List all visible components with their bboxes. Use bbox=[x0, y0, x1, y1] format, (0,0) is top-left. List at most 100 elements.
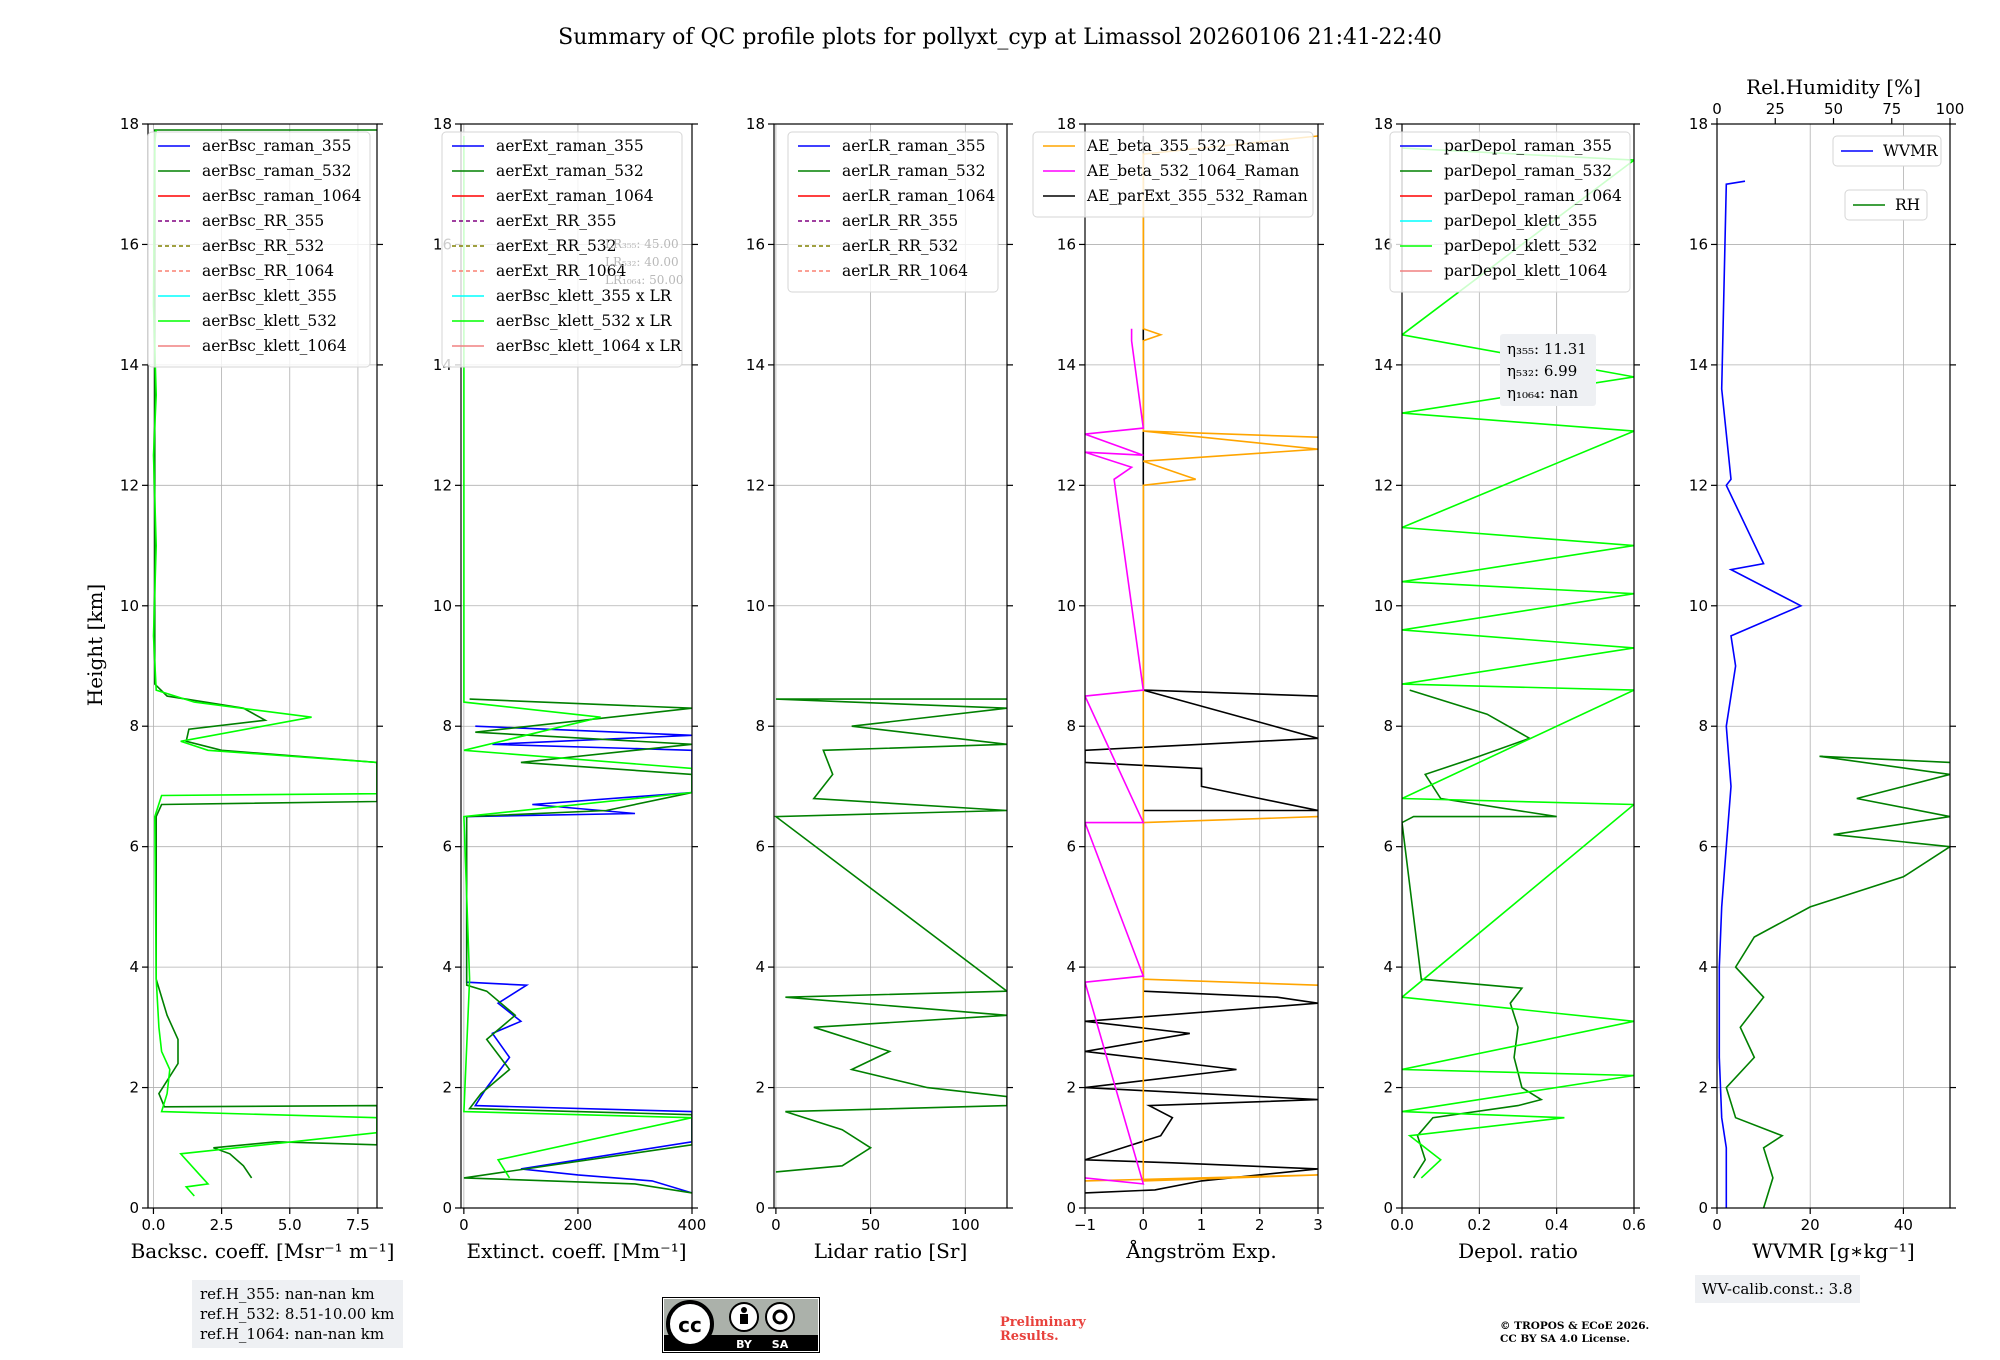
cc-by-label: BY bbox=[736, 1338, 753, 1351]
xtick-label: 0 bbox=[771, 1216, 781, 1234]
xtick-label: 200 bbox=[564, 1216, 593, 1234]
xtick-label: 0.0 bbox=[142, 1216, 166, 1234]
legend-label: parDepol_klett_355 bbox=[1444, 212, 1597, 230]
legend-frame bbox=[1832, 135, 1942, 167]
legend-label: aerExt_raman_1064 bbox=[496, 187, 654, 205]
ytick-label: 14 bbox=[120, 356, 139, 374]
ytick-label: 8 bbox=[1066, 717, 1076, 735]
ytick-label: 12 bbox=[1374, 476, 1393, 494]
ytick-label: 16 bbox=[746, 235, 765, 253]
ytick-label: 12 bbox=[433, 476, 452, 494]
ytick-label: 12 bbox=[120, 476, 139, 494]
legend-label: aerBsc_klett_1064 x LR bbox=[496, 337, 683, 355]
xaxis-label: WVMR [g∗kg⁻¹] bbox=[1752, 1239, 1914, 1263]
xtick-label: 50 bbox=[861, 1216, 880, 1234]
legend-label: aerExt_RR_1064 bbox=[496, 262, 627, 280]
preliminary-note: Preliminary Results. bbox=[1000, 1316, 1086, 1344]
xtick-label: 20 bbox=[1801, 1216, 1820, 1234]
preliminary-line-1: Preliminary bbox=[1000, 1315, 1086, 1330]
ytick-label: 10 bbox=[433, 597, 452, 615]
eta-box bbox=[1500, 334, 1596, 406]
legend-ae: AE_beta_355_532_Raman AE_beta_532_1064_Ra… bbox=[1032, 131, 1314, 218]
series-aerBsc_klett_532 x LR bbox=[463, 136, 692, 1179]
legend-label: aerBsc_klett_532 bbox=[202, 312, 337, 330]
legend-lr: aerLR_raman_355 aerLR_raman_532 aerLR_rama… bbox=[787, 131, 999, 293]
lr-note: LR₃₅₅: 45.00 bbox=[605, 237, 679, 251]
xtick-label: 0 bbox=[1138, 1216, 1148, 1234]
legend-label: parDepol_raman_355 bbox=[1444, 137, 1612, 155]
xtick-label: 0.0 bbox=[1390, 1216, 1414, 1234]
ytick-label: 0 bbox=[1698, 1199, 1708, 1217]
copyright-note: © TROPOS & ECoE 2026. CC BY SA 4.0 Licen… bbox=[1500, 1320, 1649, 1346]
panel-ext: 0246810121416180200400Extinct. coeff. [M… bbox=[433, 115, 706, 1263]
ytick-label: 8 bbox=[1383, 717, 1393, 735]
cc-sa-label: SA bbox=[772, 1338, 789, 1351]
ytick-label: 16 bbox=[1689, 235, 1708, 253]
ytick-label: 14 bbox=[1374, 356, 1393, 374]
eta-note: η₃₅₅: 11.31 bbox=[1507, 340, 1587, 358]
legend-frame bbox=[1844, 189, 1928, 221]
eta-note: η₁₀₆₄: nan bbox=[1507, 384, 1578, 402]
legend-label: parDepol_klett_532 bbox=[1444, 237, 1597, 255]
legend-label: aerBsc_klett_355 x LR bbox=[496, 287, 673, 305]
legend-label: aerBsc_klett_532 x LR bbox=[496, 312, 673, 330]
xtick-label: 1 bbox=[1197, 1216, 1207, 1234]
ytick-label: 18 bbox=[1057, 115, 1076, 133]
ytick-label: 18 bbox=[746, 115, 765, 133]
ref-line-532: ref.H_532: 8.51-10.00 km bbox=[200, 1305, 395, 1323]
legend-label: aerLR_RR_355 bbox=[842, 212, 958, 230]
ytick-label: 6 bbox=[1383, 838, 1393, 856]
xtick-label: 2.5 bbox=[210, 1216, 234, 1234]
legend-label: aerBsc_RR_532 bbox=[202, 237, 324, 255]
ytick-label: 4 bbox=[1698, 958, 1708, 976]
top-xtick-label: 75 bbox=[1882, 100, 1901, 118]
ytick-label: 10 bbox=[1689, 597, 1708, 615]
series-aerBsc_klett_532 bbox=[152, 129, 377, 1197]
legend-label: aerLR_raman_355 bbox=[842, 137, 985, 155]
legend-label: aerExt_raman_355 bbox=[496, 137, 644, 155]
xtick-label: 7.5 bbox=[346, 1216, 370, 1234]
legend-label: RH bbox=[1895, 196, 1920, 214]
ytick-label: 8 bbox=[129, 717, 139, 735]
legend-depol: parDepol_raman_355 parDepol_raman_532 parD… bbox=[1389, 131, 1631, 293]
xtick-label: 2 bbox=[1255, 1216, 1265, 1234]
xtick-label: −1 bbox=[1074, 1216, 1096, 1234]
y-axis-label: Height [km] bbox=[83, 584, 107, 706]
legend-label: aerLR_raman_1064 bbox=[842, 187, 995, 205]
xaxis-label: Depol. ratio bbox=[1458, 1239, 1578, 1263]
ytick-label: 10 bbox=[1374, 597, 1393, 615]
ytick-label: 18 bbox=[1689, 115, 1708, 133]
legend-label: aerLR_RR_532 bbox=[842, 237, 958, 255]
ytick-label: 6 bbox=[1698, 838, 1708, 856]
ytick-label: 14 bbox=[1689, 356, 1708, 374]
xaxis-label: Ångström Exp. bbox=[1125, 1238, 1276, 1263]
wv-calibration-box: WV-calib.const.: 3.8 bbox=[1695, 1275, 1860, 1303]
legend-frame bbox=[787, 131, 999, 293]
ytick-label: 4 bbox=[1066, 958, 1076, 976]
ytick-label: 12 bbox=[746, 476, 765, 494]
legend-label: aerLR_RR_1064 bbox=[842, 262, 968, 280]
cc-icon bbox=[666, 1300, 714, 1348]
top-xtick-label: 0 bbox=[1712, 100, 1722, 118]
ytick-label: 4 bbox=[129, 958, 139, 976]
legend-label: aerExt_RR_355 bbox=[496, 212, 617, 230]
copyright-line-1: © TROPOS & ECoE 2026. bbox=[1500, 1320, 1650, 1332]
ytick-label: 10 bbox=[746, 597, 765, 615]
ytick-label: 2 bbox=[442, 1079, 452, 1097]
xtick-label: 40 bbox=[1894, 1216, 1913, 1234]
legend-label: parDepol_raman_532 bbox=[1444, 162, 1612, 180]
reference-height-box: ref.H_355: nan-nan km ref.H_532: 8.51-10… bbox=[192, 1280, 403, 1348]
legend-label: aerBsc_RR_1064 bbox=[202, 262, 334, 280]
axes-frame bbox=[1716, 123, 1951, 1209]
ytick-label: 8 bbox=[442, 717, 452, 735]
ytick-label: 0 bbox=[1066, 1199, 1076, 1217]
axes-frame bbox=[773, 123, 1008, 1209]
legend-label: aerBsc_klett_355 bbox=[202, 287, 337, 305]
series-aerLR_raman_532 bbox=[774, 698, 1007, 1173]
ytick-label: 12 bbox=[1689, 476, 1708, 494]
panel-lr: 0 2 4 6 8 10 12 14 16 18 0 50 100 Lidar ratio [Sr] aer… bbox=[746, 115, 1013, 1263]
ytick-label: 2 bbox=[1698, 1079, 1708, 1097]
ytick-label: 2 bbox=[129, 1079, 139, 1097]
